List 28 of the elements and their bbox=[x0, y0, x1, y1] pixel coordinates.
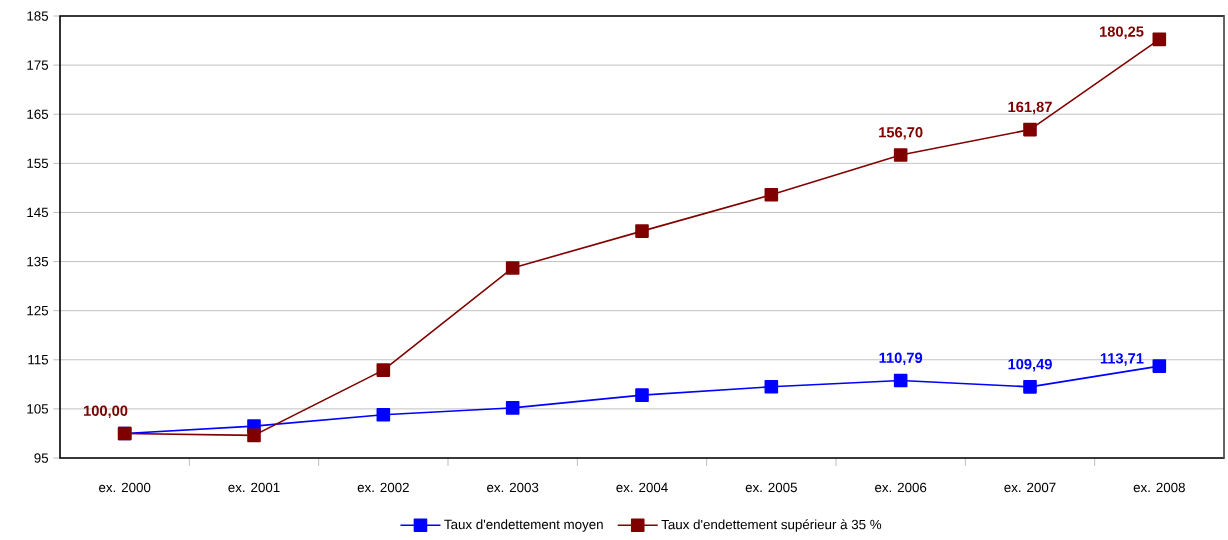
x-tick-label: ex. 2005 bbox=[745, 482, 797, 493]
x-tick-label: ex. 2001 bbox=[228, 482, 280, 493]
data-label: 156,70 bbox=[879, 127, 923, 140]
x-tick-label: ex. 2004 bbox=[616, 482, 668, 493]
x-tick-label: ex. 2007 bbox=[1004, 482, 1056, 493]
data-label: 113,71 bbox=[1100, 353, 1144, 366]
y-tick-label: 95 bbox=[34, 453, 49, 463]
legend-label: Taux d'endettement supérieur à 35 % bbox=[661, 519, 882, 532]
y-tick-label: 165 bbox=[27, 109, 49, 119]
x-tick-label: ex. 2006 bbox=[875, 482, 927, 493]
y-tick-label: 125 bbox=[27, 305, 49, 316]
y-tick-label: 135 bbox=[27, 256, 49, 267]
data-label: 109,49 bbox=[1008, 358, 1052, 372]
y-tick-label: 175 bbox=[27, 60, 49, 70]
x-tick-label: ex. 2000 bbox=[99, 482, 151, 493]
x-tick-label: ex. 2003 bbox=[487, 482, 539, 493]
y-tick-label: 155 bbox=[27, 158, 49, 168]
data-label: 180,25 bbox=[1100, 26, 1144, 39]
data-label: 100,00 bbox=[84, 405, 128, 419]
data-label: 161,87 bbox=[1008, 101, 1052, 115]
y-tick-label: 185 bbox=[27, 11, 49, 21]
y-tick-label: 145 bbox=[27, 207, 49, 218]
x-tick-label: ex. 2002 bbox=[357, 482, 409, 493]
legend-label: Taux d'endettement moyen bbox=[444, 519, 603, 532]
y-tick-label: 105 bbox=[27, 404, 49, 414]
y-tick-label: 115 bbox=[28, 355, 49, 365]
x-tick-label: ex. 2008 bbox=[1133, 482, 1185, 493]
data-label: 110,79 bbox=[879, 352, 923, 366]
